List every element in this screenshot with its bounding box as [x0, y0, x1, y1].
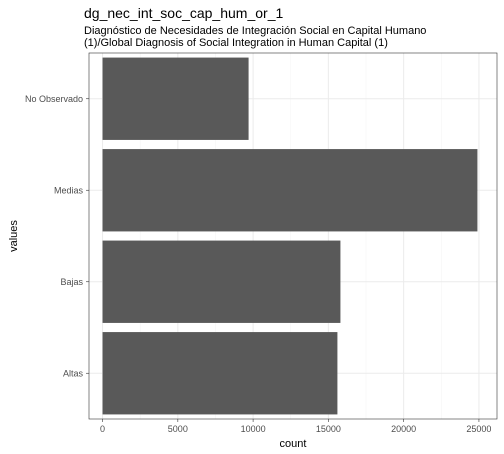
x-tick-label: 15000: [316, 424, 341, 434]
bar-altas: [102, 332, 338, 415]
chart-subtitle-line-1: Diagnóstico de Necesidades de Integració…: [84, 25, 427, 37]
bar-bajas: [102, 240, 341, 323]
chart-subtitle-line-2: (1)/Global Diagnosis of Social Integrati…: [84, 37, 388, 49]
chart-subtitle: Diagnóstico de Necesidades de Integració…: [84, 25, 426, 49]
y-tick-label: Altas: [63, 368, 84, 378]
plot-border: [88, 52, 498, 420]
x-tick-label: 25000: [466, 424, 491, 434]
bar-medias: [102, 149, 478, 232]
x-tick-label: 5000: [168, 424, 188, 434]
x-tick-label: 10000: [241, 424, 266, 434]
y-tick-label: No Observado: [25, 94, 83, 104]
x-axis-title: count: [280, 438, 307, 450]
x-tick-label: 0: [100, 424, 105, 434]
x-axis-ticks: 0 5000 10000 15000 20000 25000: [100, 419, 491, 434]
y-axis-title: values: [8, 220, 20, 252]
x-tick-label: 20000: [391, 424, 416, 434]
bar-no-observado: [102, 57, 249, 140]
y-axis-ticks: No Observado Medias Bajas Altas: [25, 94, 89, 378]
y-tick-label: Bajas: [60, 277, 83, 287]
chart-title: dg_nec_int_soc_cap_hum_or_1: [84, 5, 284, 21]
y-tick-label: Medias: [54, 185, 84, 195]
bars: [102, 57, 478, 415]
